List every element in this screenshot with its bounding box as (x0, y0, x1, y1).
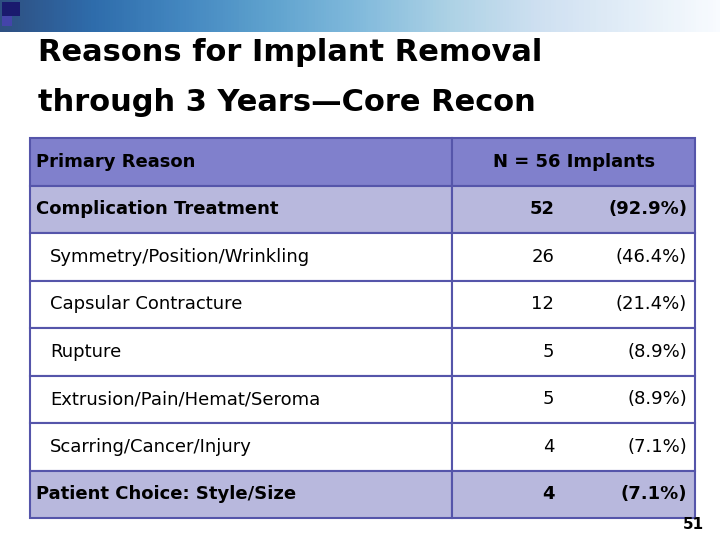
Text: Capsular Contracture: Capsular Contracture (50, 295, 243, 313)
Bar (452, 328, 695, 375)
Bar (452, 138, 695, 186)
Text: Reasons for Implant Removal: Reasons for Implant Removal (38, 38, 542, 67)
Bar (30, 138, 452, 186)
Text: 5: 5 (543, 390, 554, 408)
Text: Rupture: Rupture (50, 343, 121, 361)
Text: 4: 4 (543, 438, 554, 456)
Bar (30, 233, 452, 280)
Text: (7.1%): (7.1%) (621, 485, 687, 503)
Bar (30, 470, 452, 518)
Text: Extrusion/Pain/Hemat/Seroma: Extrusion/Pain/Hemat/Seroma (50, 390, 320, 408)
Text: Complication Treatment: Complication Treatment (36, 200, 279, 218)
Text: 12: 12 (531, 295, 554, 313)
Text: N = 56 Implants: N = 56 Implants (492, 153, 654, 171)
Bar (30, 186, 452, 233)
Text: (7.1%): (7.1%) (627, 438, 687, 456)
Text: (8.9%): (8.9%) (627, 390, 687, 408)
Bar (452, 233, 695, 280)
Text: (92.9%): (92.9%) (608, 200, 687, 218)
Text: through 3 Years—Core Recon: through 3 Years—Core Recon (38, 88, 536, 117)
Bar (2, 16, 12, 26)
Text: 52: 52 (529, 200, 554, 218)
Bar (452, 470, 695, 518)
Bar (452, 186, 695, 233)
Text: (8.9%): (8.9%) (627, 343, 687, 361)
Bar (30, 423, 452, 470)
Text: (46.4%): (46.4%) (616, 248, 687, 266)
Bar (30, 280, 452, 328)
Text: Patient Choice: Style/Size: Patient Choice: Style/Size (36, 485, 296, 503)
Text: 51: 51 (683, 517, 704, 532)
Text: Scarring/Cancer/Injury: Scarring/Cancer/Injury (50, 438, 252, 456)
Text: 5: 5 (543, 343, 554, 361)
Bar (452, 280, 695, 328)
Text: 26: 26 (531, 248, 554, 266)
Text: Symmetry/Position/Wrinkling: Symmetry/Position/Wrinkling (50, 248, 310, 266)
Bar (452, 423, 695, 470)
Text: 4: 4 (541, 485, 554, 503)
Bar (452, 375, 695, 423)
Bar (30, 328, 452, 375)
Bar (2, 2, 20, 16)
Text: Primary Reason: Primary Reason (36, 153, 195, 171)
Text: (21.4%): (21.4%) (616, 295, 687, 313)
Bar (30, 375, 452, 423)
